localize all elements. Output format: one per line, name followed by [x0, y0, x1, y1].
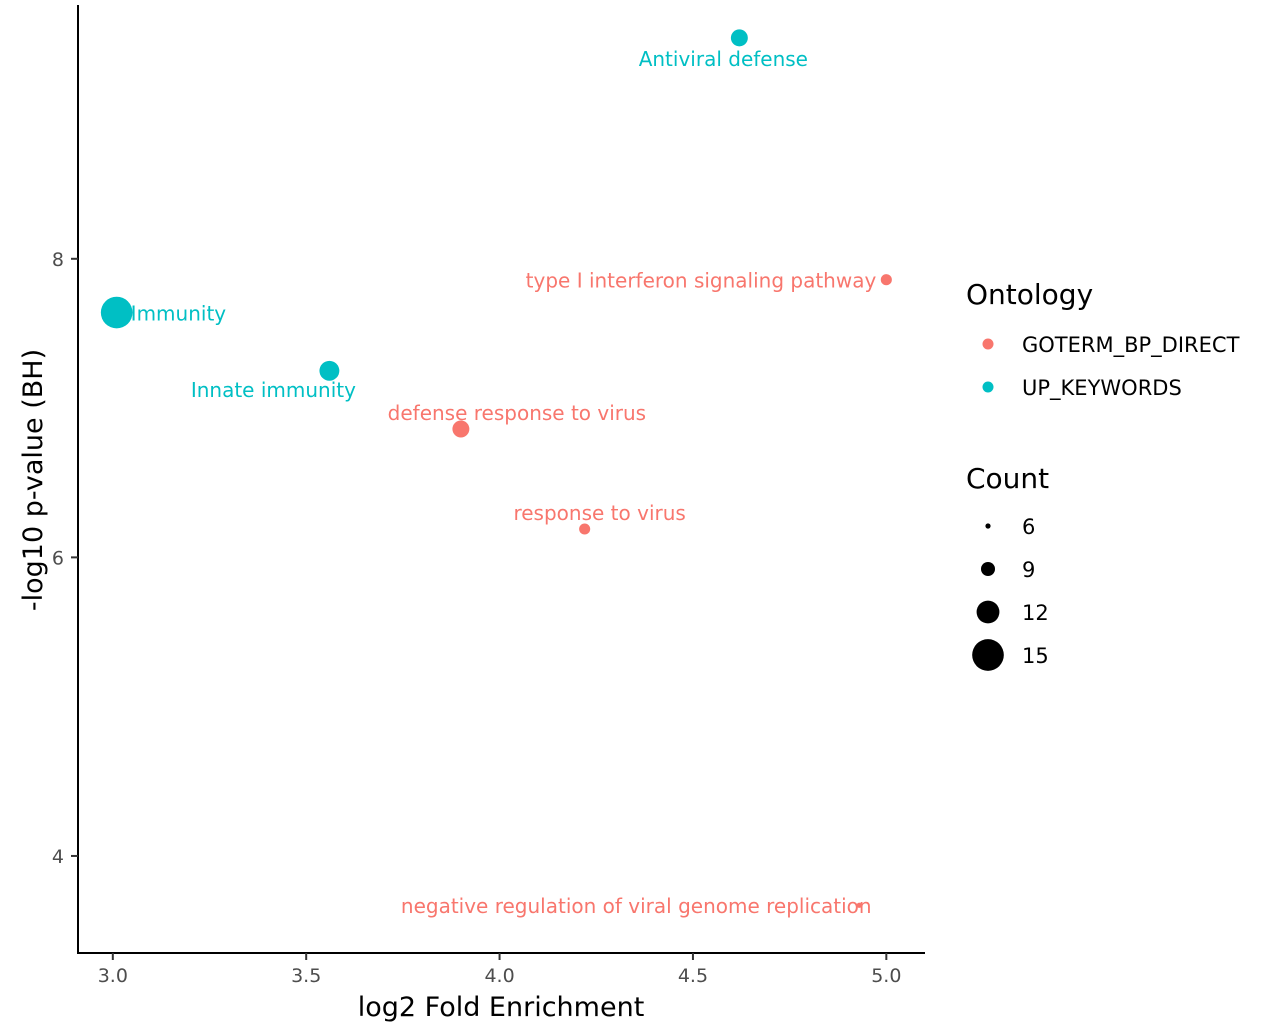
y-tick-label: 8: [52, 249, 64, 271]
x-tick-label: 5.0: [871, 965, 901, 987]
legend-color-key: [982, 381, 994, 393]
y-axis-title: -log10 p-value (BH): [18, 349, 49, 611]
point-label: Antiviral defense: [639, 47, 808, 71]
legend-size-label: 12: [1022, 601, 1049, 625]
legend-color-key: [982, 338, 994, 350]
legend-size-label: 15: [1022, 644, 1049, 668]
legend-color-label: UP_KEYWORDS: [1022, 376, 1182, 401]
data-point: [452, 420, 470, 438]
x-axis-title: log2 Fold Enrichment: [358, 992, 645, 1023]
point-label: Innate immunity: [191, 378, 356, 402]
legend-size-key: [980, 561, 996, 577]
color-legend-title: Ontology: [966, 278, 1093, 311]
legend-size-key: [976, 600, 1000, 624]
legend-size-key: [972, 639, 1004, 671]
data-point: [319, 360, 340, 381]
legend-color-label: GOTERM_BP_DIRECT: [1022, 333, 1240, 358]
x-tick-label: 3.0: [98, 965, 128, 987]
point-label: defense response to virus: [388, 401, 646, 425]
data-point: [856, 902, 862, 908]
point-label: negative regulation of viral genome repl…: [401, 894, 872, 918]
legend-size-label: 9: [1022, 558, 1035, 582]
point-label: type I interferon signaling pathway: [526, 269, 877, 293]
data-point: [579, 523, 591, 535]
data-point: [730, 29, 748, 47]
data-point: [100, 296, 133, 329]
x-tick-label: 4.5: [678, 965, 708, 987]
legend: Ontology Count GOTERM_BP_DIRECT UP_KEYWOR…: [966, 278, 1240, 671]
y-tick-label: 6: [52, 547, 64, 569]
data-point: [880, 274, 892, 286]
size-legend-title: Count: [966, 462, 1049, 495]
legend-size-label: 6: [1022, 515, 1035, 539]
y-tick-label: 4: [52, 846, 64, 868]
x-tick-label: 3.5: [291, 965, 321, 987]
x-tick-label: 4.0: [484, 965, 514, 987]
point-label: response to virus: [513, 501, 685, 525]
plot-area: type I interferon signaling pathway defen…: [100, 29, 892, 918]
legend-size-key: [985, 523, 991, 529]
axes: log2 Fold Enrichment -log10 p-value (BH)…: [18, 5, 925, 1023]
point-label: Immunity: [131, 302, 227, 326]
